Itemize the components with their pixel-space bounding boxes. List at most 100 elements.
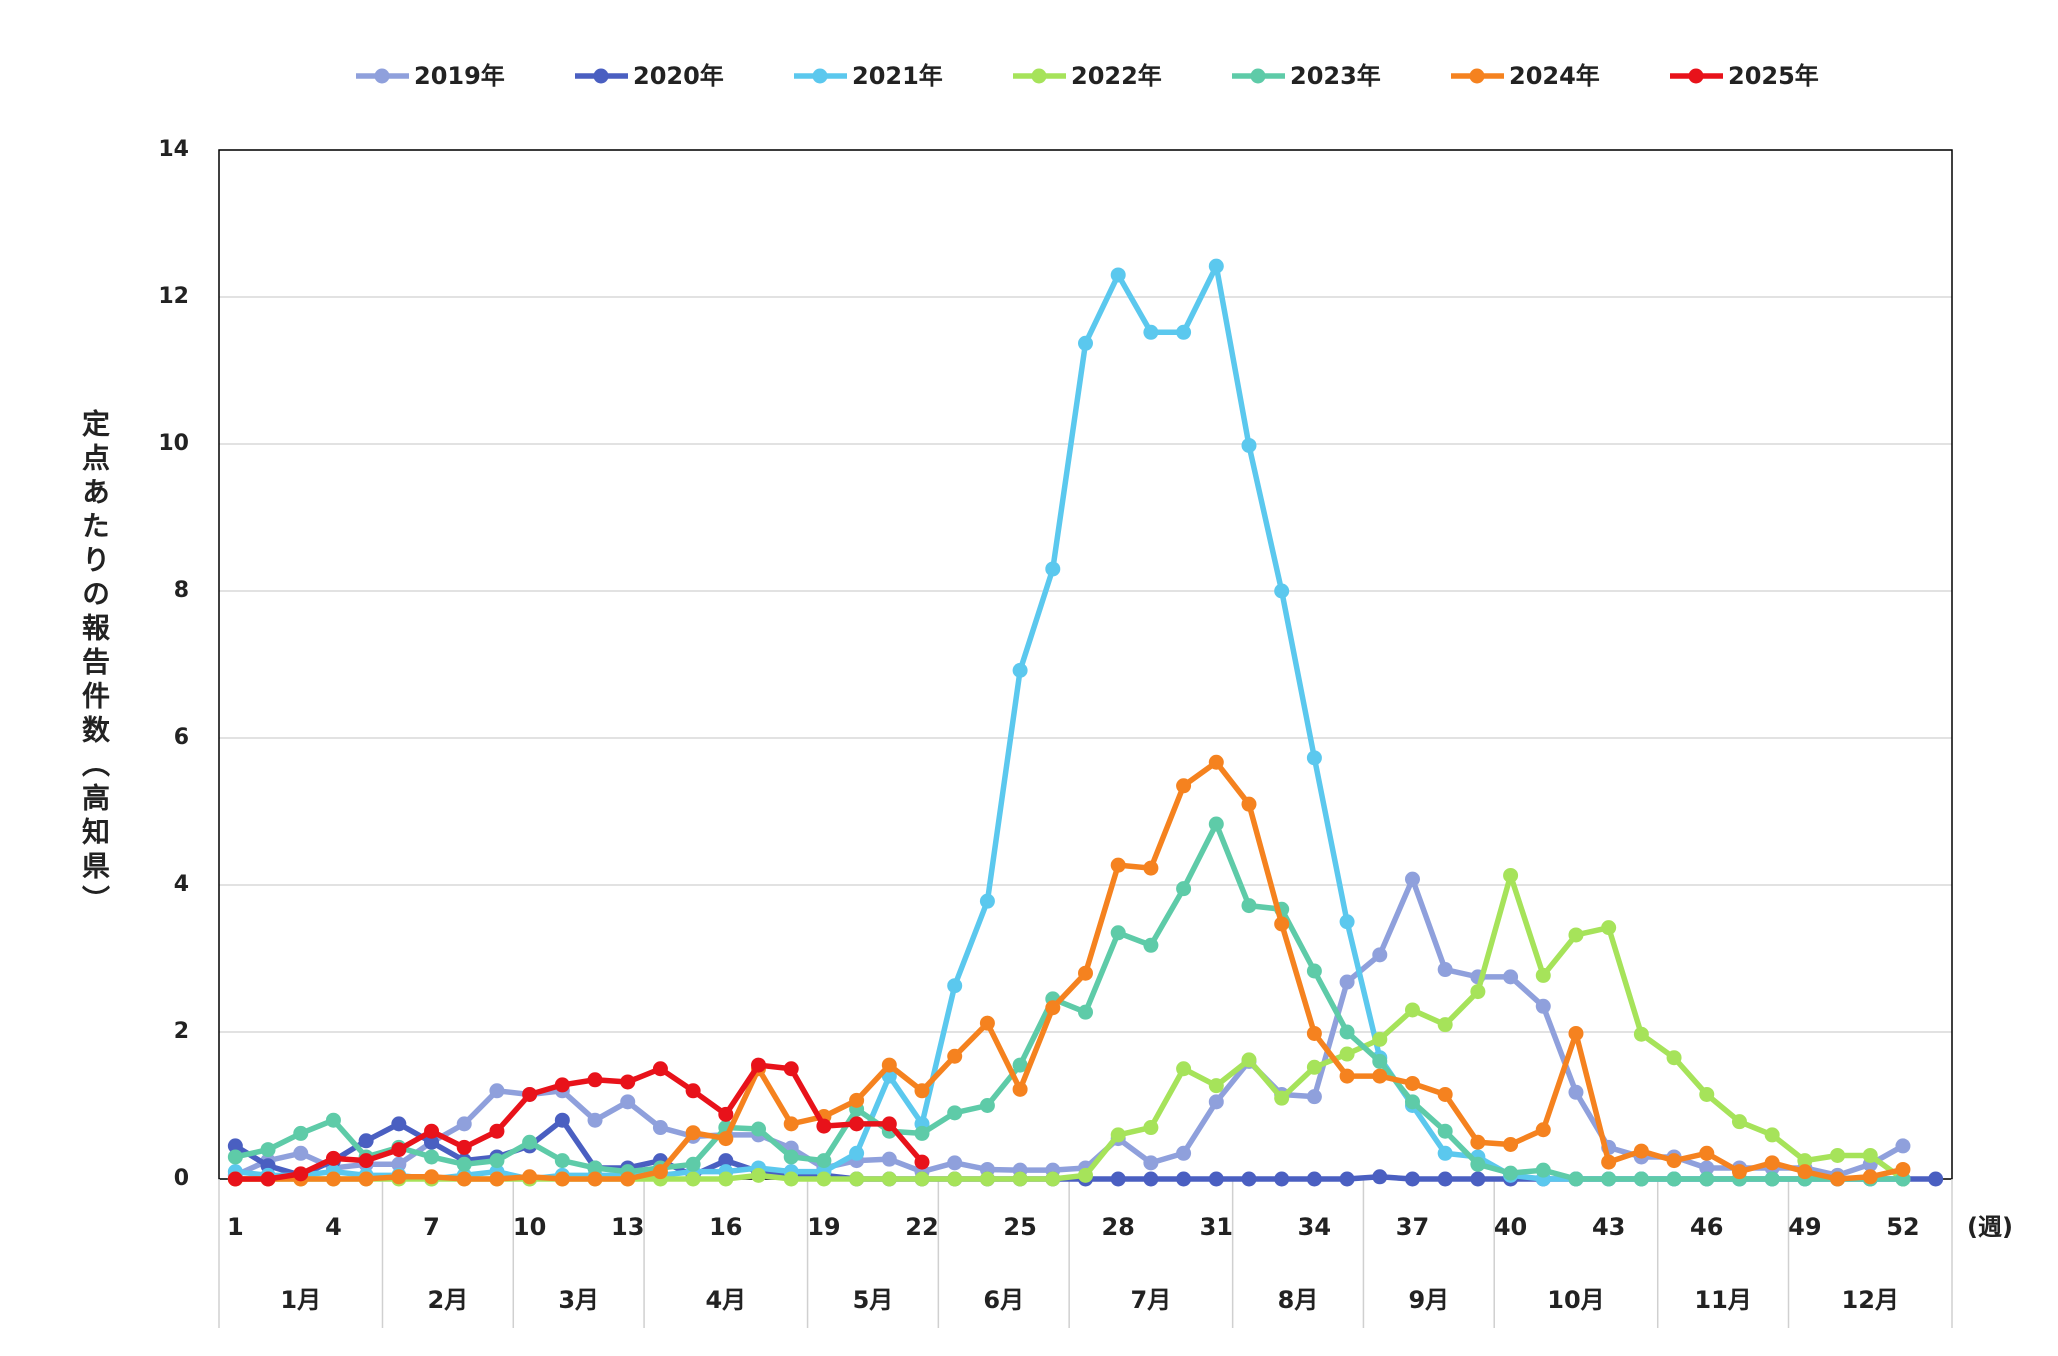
month-label: 10月 (1547, 1286, 1604, 1314)
data-point (1404, 1094, 1420, 1110)
x-tick-label: 16 (709, 1213, 742, 1241)
data-point (979, 1015, 995, 1031)
x-tick-label: 28 (1101, 1213, 1134, 1241)
data-point (522, 1134, 538, 1150)
data-point (1306, 963, 1322, 979)
data-point (947, 1048, 963, 1064)
data-point (1633, 1143, 1649, 1159)
data-point (1601, 1171, 1617, 1187)
data-point (1601, 1154, 1617, 1170)
data-point (456, 1116, 472, 1132)
data-point (1699, 1086, 1715, 1102)
data-point (1568, 927, 1584, 943)
data-point (849, 1171, 865, 1187)
data-point (1110, 1127, 1126, 1143)
data-point (816, 1171, 832, 1187)
month-label: 12月 (1842, 1286, 1899, 1314)
data-point (1372, 1031, 1388, 1047)
data-point (718, 1171, 734, 1187)
data-point (1208, 1171, 1224, 1187)
data-point (1241, 437, 1257, 453)
data-point (522, 1169, 538, 1185)
month-label: 5月 (853, 1286, 894, 1314)
data-point (1470, 1156, 1486, 1172)
data-point (1764, 1171, 1780, 1187)
data-point (1895, 1138, 1911, 1154)
data-point (783, 1149, 799, 1165)
data-point (914, 1125, 930, 1141)
data-point (1339, 974, 1355, 990)
legend-label: 2023年 (1290, 62, 1381, 90)
data-point (293, 1125, 309, 1141)
data-point (1568, 1171, 1584, 1187)
x-tick-label: 4 (325, 1213, 342, 1241)
data-point (1045, 1000, 1061, 1016)
data-point (1306, 1059, 1322, 1075)
data-point (1372, 1053, 1388, 1069)
data-point (1306, 750, 1322, 766)
data-point (325, 1150, 341, 1166)
y-tick-label: 6 (174, 725, 189, 750)
data-point (554, 1077, 570, 1093)
data-point (1699, 1171, 1715, 1187)
data-point (1797, 1153, 1813, 1169)
data-point (783, 1061, 799, 1077)
data-point (456, 1156, 472, 1172)
y-tick-label: 0 (174, 1166, 189, 1191)
data-point (652, 1120, 668, 1136)
data-point (685, 1083, 701, 1099)
data-point (1437, 1145, 1453, 1161)
data-point (260, 1171, 276, 1187)
data-point (1503, 969, 1519, 985)
y-tick-label: 10 (158, 431, 189, 456)
data-point (947, 978, 963, 994)
month-label: 1月 (280, 1286, 321, 1314)
legend-label: 2025年 (1728, 62, 1819, 90)
series-line (235, 759, 1904, 1182)
data-point (1339, 914, 1355, 930)
data-point (1241, 796, 1257, 812)
data-point (1503, 1136, 1519, 1152)
data-point (620, 1094, 636, 1110)
legend-marker (1688, 68, 1704, 84)
data-point (522, 1086, 538, 1102)
y-tick-label: 8 (174, 578, 189, 603)
data-point (1339, 1068, 1355, 1084)
data-point (947, 1171, 963, 1187)
x-tick-label: 1 (227, 1213, 244, 1241)
y-tick-label: 2 (174, 1019, 189, 1044)
data-point (1078, 1004, 1093, 1020)
data-point (1306, 1025, 1322, 1041)
data-point (1208, 1094, 1224, 1110)
data-point (1633, 1026, 1649, 1042)
data-point (979, 1098, 995, 1113)
data-point (1078, 1167, 1093, 1183)
data-point (489, 1083, 505, 1099)
data-point (358, 1133, 374, 1149)
data-point (1862, 1169, 1878, 1185)
data-point (1110, 857, 1126, 873)
data-point (1306, 1171, 1322, 1187)
month-label: 4月 (705, 1286, 746, 1314)
legend-marker (593, 68, 609, 84)
data-point (718, 1131, 734, 1147)
data-point (979, 893, 995, 909)
data-point (1535, 1162, 1551, 1178)
data-point (1143, 937, 1159, 953)
data-point (1176, 881, 1192, 897)
data-point (1045, 561, 1061, 577)
data-point (1404, 1075, 1420, 1091)
data-point (1470, 1134, 1486, 1150)
series-line (235, 872, 1905, 1182)
data-point (881, 1151, 897, 1167)
data-point (391, 1156, 407, 1172)
data-point (1372, 1169, 1388, 1185)
data-point (456, 1171, 472, 1187)
data-point (816, 1153, 832, 1169)
data-point (620, 1171, 636, 1187)
data-point (1012, 1081, 1028, 1097)
data-point (1208, 258, 1224, 274)
data-point (489, 1153, 505, 1169)
data-point (1699, 1145, 1715, 1161)
data-point (489, 1171, 505, 1187)
